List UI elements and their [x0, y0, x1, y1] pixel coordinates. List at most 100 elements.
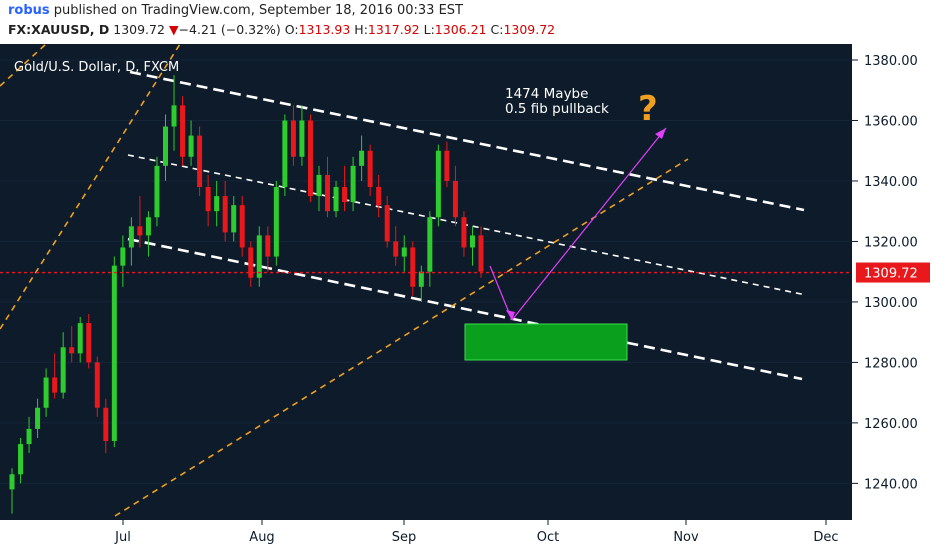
candle-body [248, 247, 254, 278]
candle-body [359, 150, 365, 166]
candle-body [222, 196, 228, 233]
projection-up-arrowhead [655, 128, 666, 139]
symbol-label: FX:XAUUSD, D [8, 22, 110, 37]
candle-body [111, 265, 117, 442]
candle-body [9, 474, 15, 490]
y-tick-label: 1380.00 [864, 54, 918, 69]
price-chart[interactable]: 1240.00 1260.00 1280.00 1300.00 1320.00 1340.… [0, 44, 932, 550]
candle-body [393, 241, 399, 257]
y-tick-label: 1240.00 [864, 477, 918, 492]
close-label: C: [490, 22, 504, 37]
candle-body [350, 165, 356, 203]
candle-body [60, 347, 66, 393]
candle-body [162, 126, 168, 166]
published-text: published on TradingView.com, September … [53, 3, 463, 18]
candle-body [418, 271, 424, 287]
open-label: O: [284, 22, 299, 37]
overlays [0, 127, 852, 361]
candle-body [154, 165, 160, 218]
ohlc-line: FX:XAUUSD, D 1309.72 ▼−4.21 (−0.32%) O:1… [8, 22, 555, 37]
question-mark-icon: ? [638, 89, 658, 129]
candle-body [103, 407, 109, 442]
y-tick-label: 1300.00 [864, 296, 918, 311]
candle-body [18, 444, 24, 475]
candle-body [231, 205, 237, 233]
candle-body [410, 247, 416, 287]
candle-body [461, 217, 467, 248]
candle-body [307, 120, 313, 197]
x-tick-label: Jul [114, 530, 131, 545]
candle-body [86, 323, 92, 363]
y-tick-label: 1320.00 [864, 235, 918, 250]
candle-body [367, 150, 373, 188]
trend-lines [0, 44, 807, 517]
x-tick-label: Nov [673, 530, 699, 545]
candle-body [256, 235, 262, 278]
channel-lower-line [127, 237, 803, 381]
candle-body [128, 226, 134, 248]
candle-body [171, 105, 177, 127]
candle-body [205, 187, 211, 212]
author-link[interactable]: robus [8, 3, 50, 18]
candle-body [342, 187, 348, 203]
candle-body [197, 135, 203, 188]
x-axis-ticks: Jul Aug Sep Oct Nov Dec [114, 520, 839, 545]
publish-line: robus published on TradingView.com, Sept… [8, 3, 463, 18]
candle-body [180, 105, 186, 157]
candle-body [214, 196, 220, 212]
x-tick-label: Dec [813, 530, 838, 545]
candle-body [137, 226, 143, 236]
candle-body [325, 174, 331, 212]
candle-body [376, 187, 382, 206]
y-tick-label: 1260.00 [864, 417, 918, 432]
candle-body [69, 347, 75, 354]
candle-body [299, 120, 305, 157]
price-change: −4.21 (−0.32%) [178, 22, 281, 37]
candle-body [427, 217, 433, 272]
annotation-line-1: 1474 Maybe [505, 86, 588, 102]
high-value: 1317.92 [367, 22, 420, 37]
projection-up-line [511, 127, 667, 321]
candle-body [478, 235, 484, 272]
x-tick-label: Aug [249, 530, 274, 545]
down-arrow-icon: ▼ [168, 22, 179, 37]
grid-lines [0, 59, 852, 484]
candle-body [94, 362, 100, 408]
x-tick-label: Sep [392, 530, 417, 545]
candle-body [384, 205, 390, 242]
y-tick-label: 1360.00 [864, 114, 918, 129]
candle-body [444, 150, 450, 181]
x-tick-label: Oct [537, 530, 559, 545]
y-axis-ticks: 1240.00 1260.00 1280.00 1300.00 1320.00 1340.… [852, 54, 918, 492]
plot-area[interactable] [0, 44, 852, 520]
fib-channel-upper-line [0, 44, 181, 330]
candle-body [145, 217, 151, 236]
annotation-line-2: 0.5 fib pullback [505, 101, 609, 117]
time-axis[interactable] [0, 520, 932, 550]
close-value: 1309.72 [503, 22, 556, 37]
y-tick-label: 1340.00 [864, 175, 918, 190]
candle-body [265, 235, 271, 257]
candle-body [282, 120, 288, 188]
candle-body [469, 235, 475, 248]
candle-body [26, 428, 32, 445]
candle-body [273, 187, 279, 257]
candle-body [401, 247, 407, 257]
high-label: H: [354, 22, 368, 37]
target-zone-box [464, 323, 628, 361]
candle-body [120, 247, 126, 266]
current-price-tag [856, 262, 930, 283]
chart-header: robus published on TradingView.com, Sept… [0, 0, 932, 44]
candle-body [316, 174, 322, 197]
chart-legend: Gold/U.S. Dollar, D, FXCM [14, 60, 179, 75]
candle-body [35, 407, 41, 429]
candle-body [290, 120, 296, 157]
candle-body [52, 377, 58, 393]
current-price-label: 1309.72 [864, 267, 918, 282]
candle-body [43, 377, 49, 408]
open-value: 1313.93 [298, 22, 351, 37]
candle-body [77, 323, 83, 354]
last-price: 1309.72 [113, 22, 165, 37]
low-label: L: [423, 22, 435, 37]
candle-body [239, 205, 245, 248]
